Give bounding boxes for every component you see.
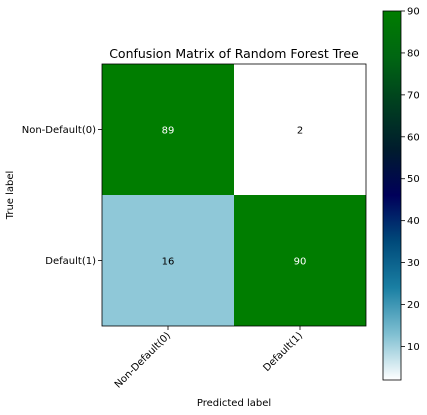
colorbar-tick-label: 40 <box>407 216 420 227</box>
colorbar-tick-label: 10 <box>407 342 420 353</box>
y-axis-label: True label <box>5 171 16 221</box>
colorbar-tick-label: 30 <box>407 258 420 269</box>
heatmap-cell <box>234 64 366 195</box>
cell-value-label: 89 <box>162 126 175 137</box>
colorbar-tick-label: 70 <box>407 90 420 101</box>
y-axis-ticks: Non-Default(0) Default(1) <box>22 125 102 267</box>
heatmap-cell <box>234 195 366 326</box>
heatmap-cell-labels: 89 2 16 90 <box>162 126 307 268</box>
x-axis-label: Predicted label <box>197 398 271 409</box>
colorbar-tick-label: 90 <box>407 7 420 18</box>
cell-value-label: 90 <box>294 257 307 268</box>
x-axis-ticks: Non-Default(0) Default(1) <box>113 326 305 391</box>
colorbar <box>382 10 402 381</box>
y-tick-label: Default(1) <box>45 256 96 267</box>
heatmap-cell <box>102 64 234 195</box>
heatmap-cell <box>102 195 234 326</box>
x-tick-label: Non-Default(0) <box>113 330 173 390</box>
y-tick-label: Non-Default(0) <box>22 125 96 136</box>
colorbar-tick-label: 60 <box>407 132 420 143</box>
plot-frame <box>101 63 367 327</box>
colorbar-tick-label: 20 <box>407 300 420 311</box>
colorbar-ticks: 10 20 30 40 50 60 70 80 90 <box>401 7 420 353</box>
x-tick-label: Default(1) <box>261 330 305 374</box>
cell-value-label: 16 <box>162 257 175 268</box>
colorbar-tick-label: 50 <box>407 174 420 185</box>
chart-title: Confusion Matrix of Random Forest Tree <box>109 46 359 61</box>
colorbar-tick-label: 80 <box>407 48 420 59</box>
heatmap-cells <box>102 64 366 326</box>
cell-value-label: 2 <box>297 126 303 137</box>
